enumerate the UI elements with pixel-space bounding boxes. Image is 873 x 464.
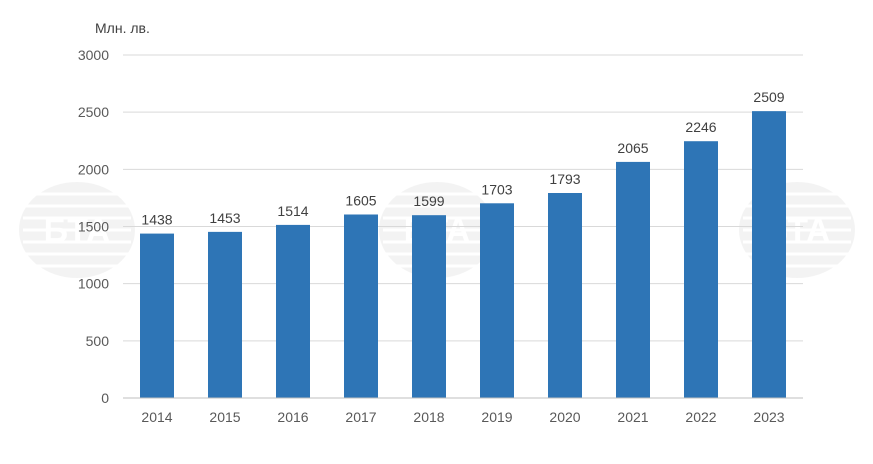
x-tick-label: 2020 — [549, 409, 580, 425]
x-tick-label: 2021 — [617, 409, 648, 425]
y-tick-label: 2500 — [78, 104, 109, 120]
data-label-2017: 1605 — [345, 192, 376, 208]
y-tick-label: 1000 — [78, 276, 109, 292]
bar-2019 — [480, 203, 514, 398]
x-tick-label: 2022 — [685, 409, 716, 425]
bar-2017 — [344, 214, 378, 398]
data-label-2015: 1453 — [209, 210, 240, 226]
y-tick-label: 2000 — [78, 161, 109, 177]
bar-2023 — [752, 111, 786, 398]
bar-2021 — [616, 161, 650, 398]
bar-2015 — [208, 231, 242, 398]
x-tick-label: 2023 — [753, 409, 784, 425]
data-label-2023: 2509 — [753, 89, 784, 105]
data-label-2018: 1599 — [413, 193, 444, 209]
bar-2020 — [548, 193, 582, 398]
bars — [140, 111, 786, 398]
data-label-2022: 2246 — [685, 119, 716, 135]
data-label-2014: 1438 — [141, 212, 172, 228]
x-axis-ticks: 2014 2015 2016 2017 2018 2019 2020 2021 2022 2023 — [141, 409, 784, 425]
data-label-2021: 2065 — [617, 140, 648, 156]
bar-2014 — [140, 233, 174, 398]
watermark-text: БТА — [44, 212, 111, 250]
data-label-2019: 1703 — [481, 181, 512, 197]
x-tick-label: 2014 — [141, 409, 172, 425]
bta-logo-watermark: БТА — [19, 182, 135, 278]
bar-2016 — [276, 224, 310, 398]
x-tick-label: 2016 — [277, 409, 308, 425]
x-tick-label: 2019 — [481, 409, 512, 425]
y-axis-ticks: 0 500 1000 1500 2000 2500 3000 — [78, 47, 109, 406]
y-tick-label: 1500 — [78, 219, 109, 235]
bar-2022 — [684, 141, 718, 398]
x-tick-label: 2017 — [345, 409, 376, 425]
watermark-disc — [19, 182, 135, 278]
y-tick-label: 3000 — [78, 47, 109, 63]
y-tick-label: 500 — [86, 333, 110, 349]
x-tick-label: 2018 — [413, 409, 444, 425]
x-tick-label: 2015 — [209, 409, 240, 425]
bar-2018 — [412, 215, 446, 398]
data-label-2016: 1514 — [277, 203, 308, 219]
y-axis-unit-label: Млн. лв. — [95, 20, 150, 36]
data-label-2020: 1793 — [549, 171, 580, 187]
data-labels: 1438 1453 1514 1605 1599 1703 1793 2065 2246 2509 — [141, 89, 784, 227]
y-tick-label: 0 — [101, 390, 109, 406]
